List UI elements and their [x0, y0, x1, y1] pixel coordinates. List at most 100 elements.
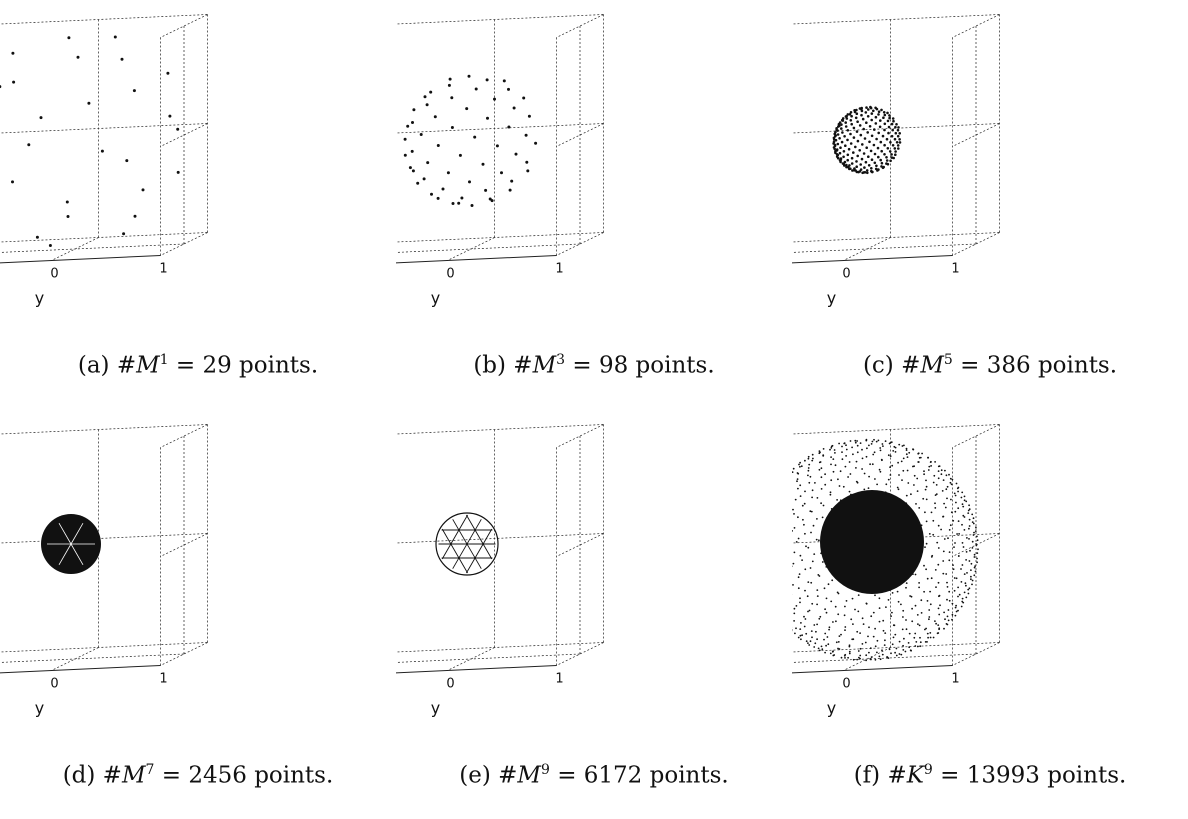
data-point [926, 632, 929, 635]
data-point [894, 153, 897, 156]
data-point [458, 153, 462, 157]
data-point [933, 474, 936, 477]
data-point [470, 204, 474, 207]
data-point [874, 627, 876, 630]
data-point [861, 457, 864, 460]
data-point [876, 169, 879, 172]
data-point [894, 150, 897, 153]
data-point [948, 529, 951, 531]
data-point [917, 452, 920, 455]
data-point [867, 155, 870, 158]
data-point [870, 658, 872, 661]
data-point [886, 111, 889, 115]
data-point [923, 564, 925, 567]
data-point [975, 544, 978, 547]
data-point [810, 531, 812, 534]
data-point [897, 488, 900, 491]
data-point [849, 111, 853, 114]
data-point [960, 568, 962, 570]
data-point [862, 152, 866, 155]
data-point [807, 581, 810, 583]
caption-suffix: = 29 points. [168, 352, 319, 379]
data-point [929, 636, 932, 639]
data-point [934, 569, 937, 571]
data-point [524, 133, 528, 137]
data-point [403, 137, 407, 141]
data-point [804, 532, 806, 535]
grid-line [51, 647, 99, 671]
data-point [857, 594, 860, 596]
data-point [892, 636, 895, 639]
data-point [971, 579, 974, 582]
data-point [836, 156, 840, 160]
data-point [816, 497, 819, 499]
caption-prefix: (f) # [853, 762, 907, 789]
y-axis-label: y [35, 699, 44, 718]
plot-3d: -101-101-101zxy [396, 424, 604, 718]
caption-prefix: (a) # [77, 352, 137, 379]
data-point [855, 112, 859, 115]
data-point [793, 527, 796, 529]
data-point [855, 130, 859, 133]
box-edge-bottom-back [396, 642, 604, 653]
data-point [834, 464, 837, 467]
data-point [838, 635, 841, 637]
data-point [907, 642, 910, 644]
grid-line [556, 123, 604, 147]
data-point [803, 625, 806, 628]
data-point [880, 108, 883, 112]
data-point [875, 440, 878, 443]
data-point [884, 632, 887, 634]
data-point [838, 485, 841, 487]
caption-suffix: = 386 points. [952, 352, 1118, 379]
data-point [916, 614, 919, 616]
data-point [27, 143, 31, 147]
data-point [902, 609, 905, 612]
data-point [925, 479, 927, 482]
data-point [851, 169, 854, 172]
data-point [924, 511, 926, 514]
data-point [830, 479, 833, 482]
data-point [811, 459, 814, 462]
data-point [799, 484, 802, 487]
data-point [837, 647, 839, 650]
data-point [804, 568, 807, 571]
data-point [969, 549, 971, 552]
data-point [807, 457, 810, 460]
box-edge-top-right [556, 424, 604, 448]
data-point [890, 615, 892, 617]
data-point [885, 156, 888, 159]
data-point [965, 551, 968, 553]
data-point [856, 154, 859, 158]
data-point [821, 516, 824, 519]
caption-suffix: = 2456 points. [154, 762, 334, 789]
data-point [934, 620, 936, 622]
data-point [910, 493, 912, 496]
data-point [891, 643, 894, 646]
data-point [876, 651, 878, 654]
data-point [829, 652, 832, 655]
grid-line [792, 243, 977, 253]
data-point [870, 112, 874, 115]
data-point [856, 451, 859, 454]
chart-panel-c: -101-101-101zxy(c) #M5 = 386 points. [792, 0, 1188, 409]
mesh-edge [441, 514, 468, 560]
data-point [877, 131, 880, 135]
y-axis-label: y [827, 699, 836, 718]
box-edge-top-right [952, 424, 1000, 448]
data-point [886, 162, 890, 166]
y-tick-label: 1 [159, 262, 167, 277]
data-point [927, 469, 930, 471]
data-point [895, 654, 898, 657]
y-tick-label: 0 [50, 677, 58, 692]
data-point [832, 458, 835, 460]
data-point [858, 124, 862, 127]
box-edge-top-back [0, 14, 208, 25]
data-point [854, 145, 857, 149]
data-point [855, 160, 858, 163]
data-point [168, 114, 172, 118]
data-point [868, 651, 870, 654]
data-point [870, 615, 873, 618]
data-point [892, 156, 895, 160]
data-point [76, 55, 80, 59]
